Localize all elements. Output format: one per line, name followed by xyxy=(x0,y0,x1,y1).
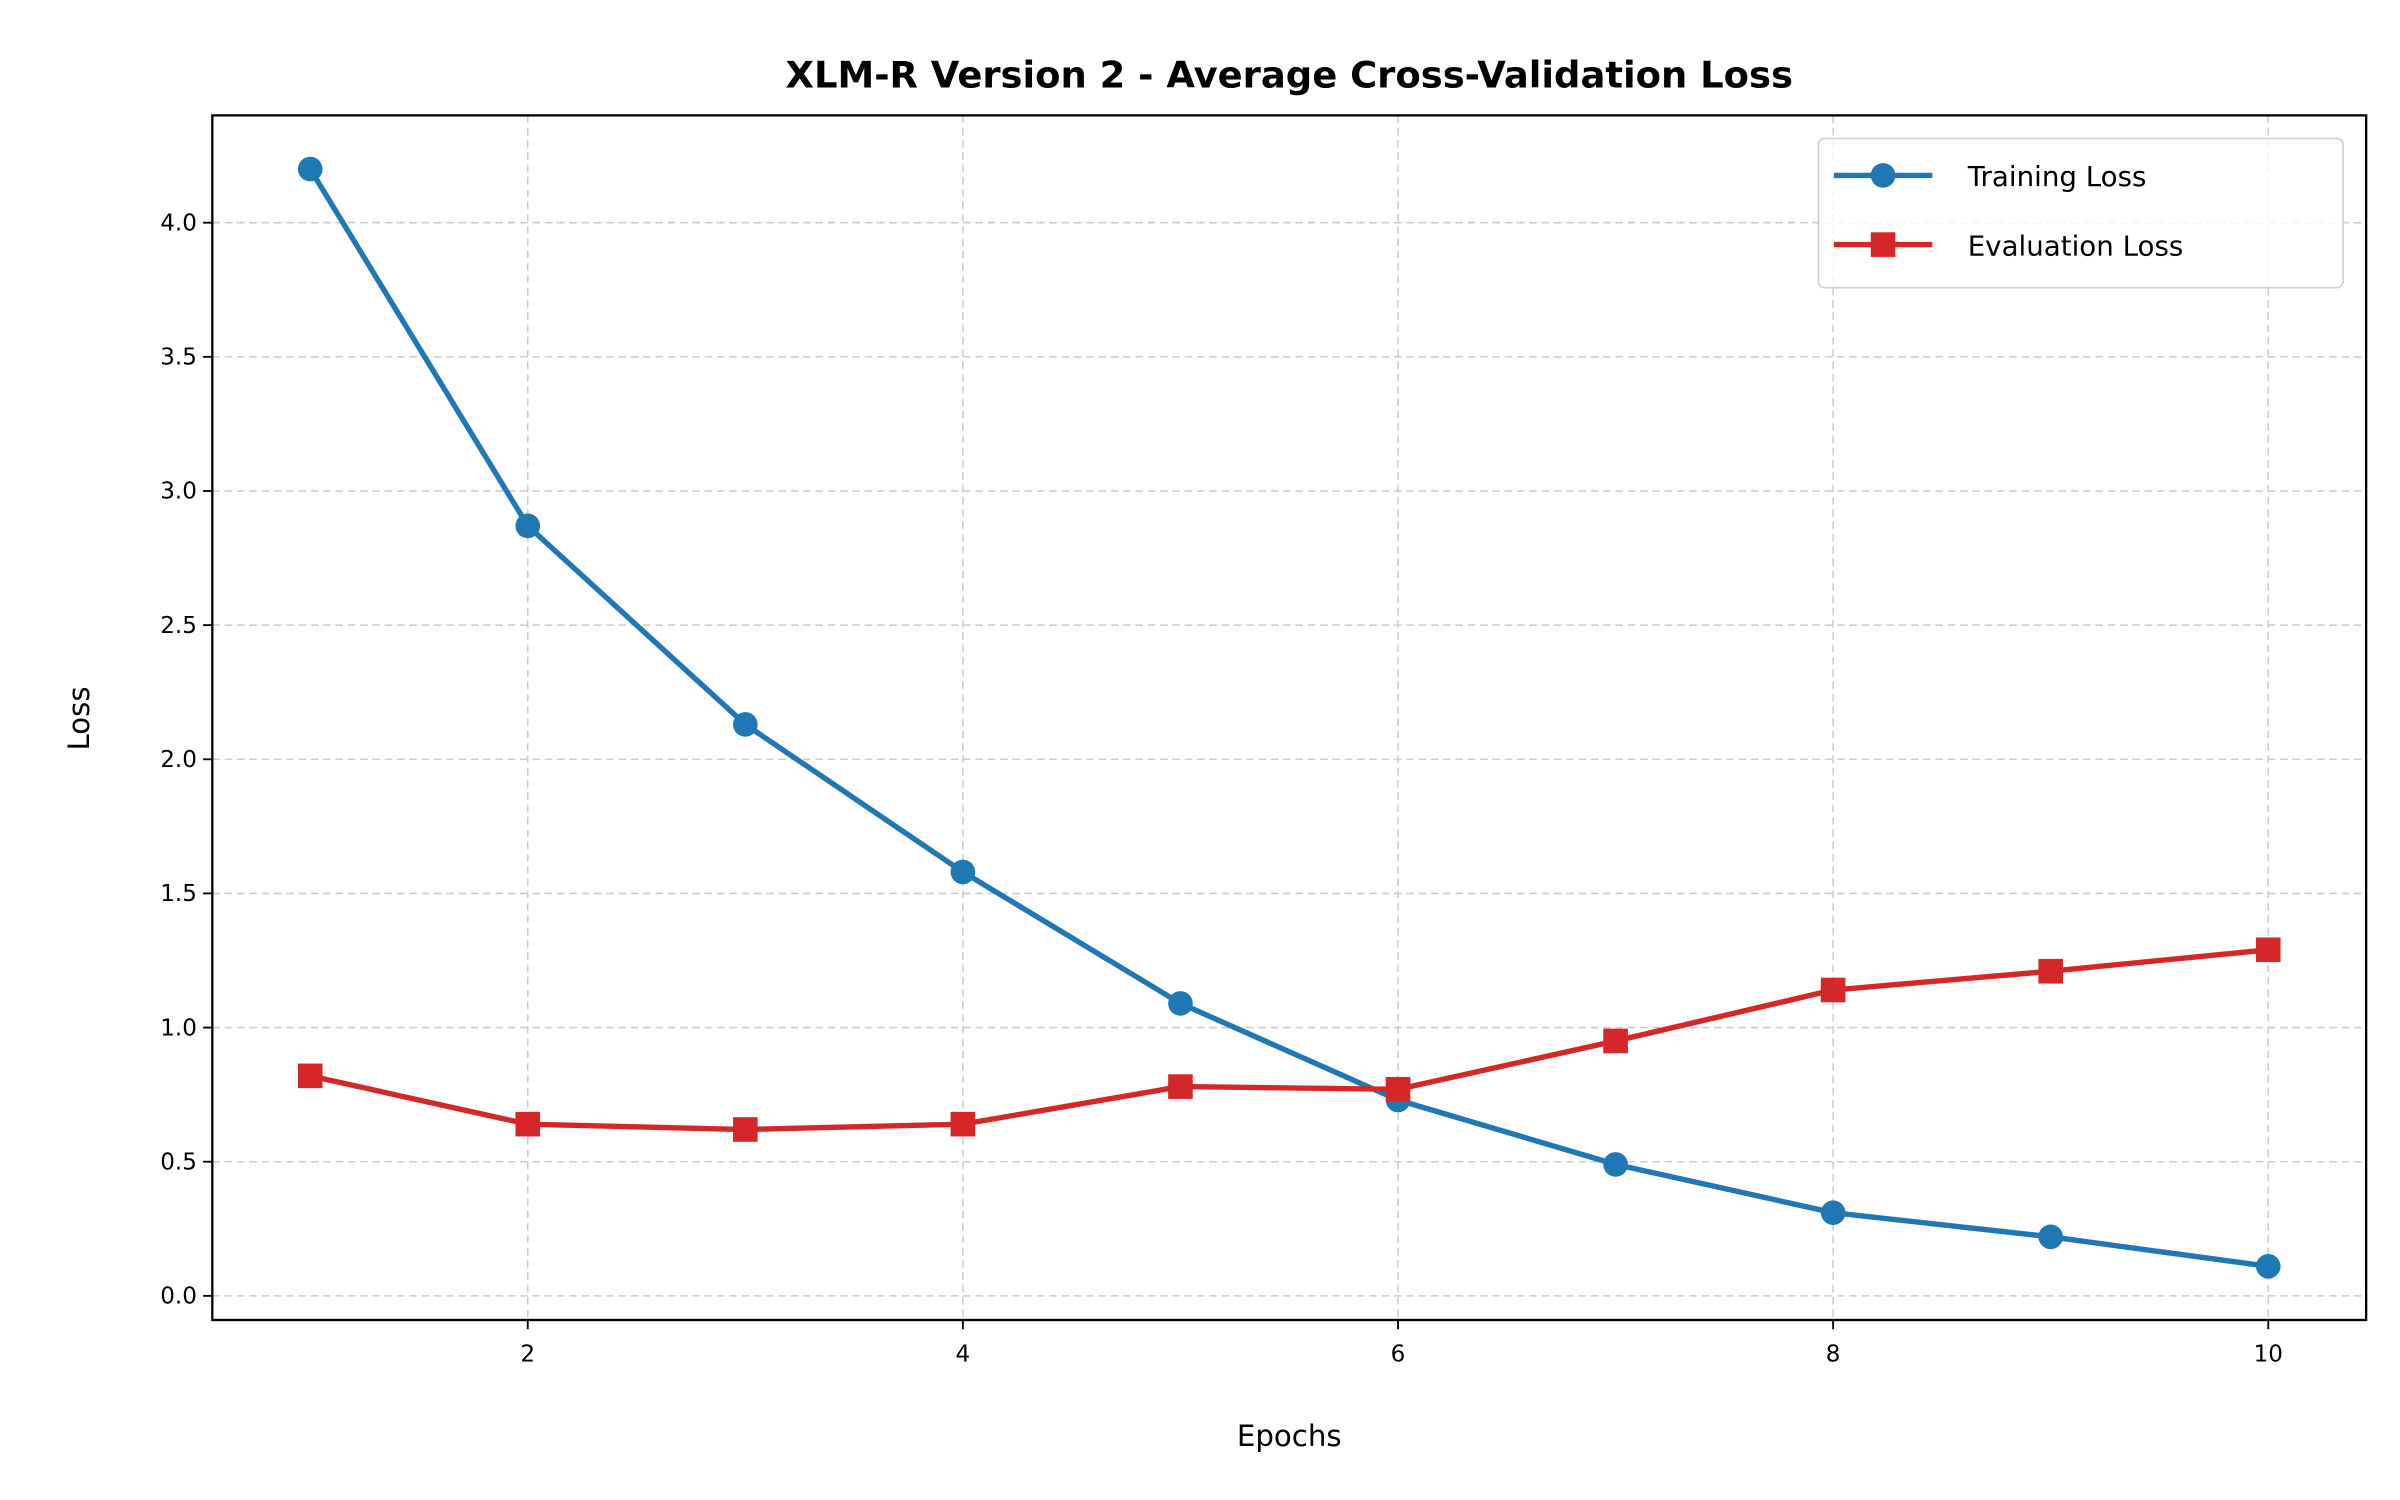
series-layer xyxy=(297,156,2281,1279)
legend-label: Training Loss xyxy=(1967,160,2147,193)
plot-frame xyxy=(211,114,2368,1322)
data-point xyxy=(297,1063,323,1089)
data-point xyxy=(1385,1076,1411,1102)
series-training-loss xyxy=(297,156,2281,1279)
legend: Training Loss Evaluation Loss xyxy=(1817,137,2344,289)
x-axis-label: Epochs xyxy=(1237,1419,1342,1453)
ticks: 2 4 6 8 10 0.0 0.5 1.0 1.5 2.0 2.5 3.0 3.5 4.0 xyxy=(160,210,2283,1367)
x-tick-label: 2 xyxy=(520,1342,535,1368)
data-point xyxy=(733,712,758,737)
x-tick-label: 4 xyxy=(956,1342,971,1368)
x-tick-label: 6 xyxy=(1391,1342,1406,1368)
y-tick-label: 2.5 xyxy=(160,613,197,639)
data-point xyxy=(2038,1224,2063,1250)
legend-marker xyxy=(1870,232,1896,257)
x-tick-label: 8 xyxy=(1826,1342,1841,1368)
legend-label: Evaluation Loss xyxy=(1968,229,2184,262)
data-point xyxy=(950,859,976,885)
y-tick-label: 0.5 xyxy=(160,1149,197,1175)
data-point xyxy=(297,156,323,182)
y-tick-label: 3.5 xyxy=(160,345,197,371)
data-point xyxy=(1168,991,1193,1016)
data-point xyxy=(2255,937,2281,963)
y-tick-label: 4.0 xyxy=(160,210,197,236)
legend-box xyxy=(1817,137,2344,289)
y-tick-label: 1.5 xyxy=(160,881,197,907)
data-point xyxy=(1820,1200,1846,1225)
data-point xyxy=(1603,1152,1628,1177)
data-point xyxy=(733,1117,758,1142)
data-point xyxy=(515,513,541,539)
data-point xyxy=(515,1111,541,1137)
series-line xyxy=(307,167,2269,1270)
data-point xyxy=(950,1111,976,1137)
y-tick-label: 0.0 xyxy=(160,1284,197,1310)
y-tick-label: 3.0 xyxy=(160,479,197,505)
data-point xyxy=(2255,1254,2281,1279)
data-point xyxy=(1820,977,1846,1003)
data-point xyxy=(2038,958,2063,984)
y-tick-label: 1.0 xyxy=(160,1015,197,1041)
legend-marker xyxy=(1870,163,1896,188)
x-tick-label: 10 xyxy=(2254,1342,2283,1368)
data-point xyxy=(1603,1028,1628,1054)
series-evaluation-loss xyxy=(297,937,2281,1142)
grid xyxy=(212,115,2367,1320)
y-tick-label: 2.0 xyxy=(160,747,197,773)
data-point xyxy=(1168,1074,1193,1099)
y-axis-label: Loss xyxy=(62,686,96,750)
series-line xyxy=(309,947,2269,1133)
chart-title: XLM-R Version 2 - Average Cross-Validati… xyxy=(786,54,1793,97)
